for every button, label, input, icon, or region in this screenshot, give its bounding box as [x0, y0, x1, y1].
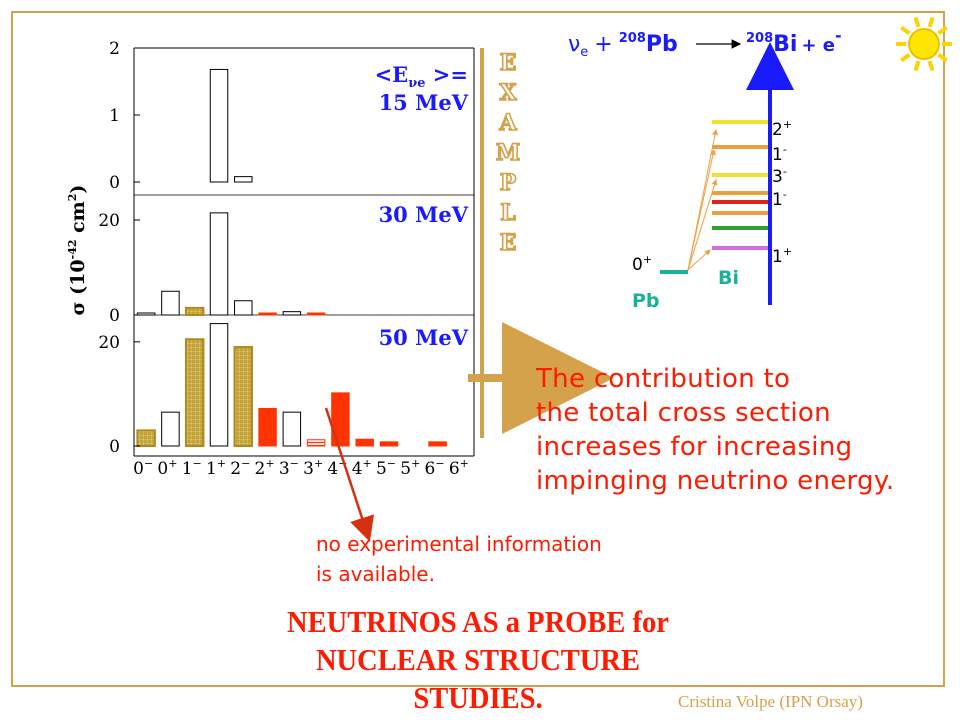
bar-p1-2- [234, 176, 253, 183]
bar-p3-4- [331, 392, 350, 447]
sun-ray [927, 60, 935, 72]
contribution-line-2: the total cross section [536, 398, 831, 428]
reaction-equation: νe +208Pb [568, 31, 678, 60]
x-tick-label-4+: 4+ [352, 457, 372, 479]
x-tick-label-5-: 5− [376, 457, 396, 479]
contribution-text: The contribution to the total cross sect… [536, 362, 956, 498]
y-tick-label-p3-1: 0 [109, 437, 120, 457]
sun-ray [913, 16, 921, 28]
example-letter: A [498, 110, 517, 136]
bi-state-label: 1- [772, 188, 787, 210]
x-tick-label-3-: 3− [279, 457, 299, 479]
slide-title: NEUTRINOS AS a PROBE for NUCLEAR STRUCTU… [248, 603, 708, 717]
bar-p3-5- [379, 441, 399, 447]
contribution-line-1: The contribution to [536, 364, 791, 394]
pb-label: Pb [632, 290, 660, 312]
y-tick-label-p3-0: 20 [98, 333, 120, 353]
level-scheme: 0+ Pb Bi 2+ 1-3-1- 1+ [632, 42, 794, 312]
sun-ray [937, 25, 948, 36]
sun-ray [900, 52, 911, 63]
bar-p1-1+ [209, 68, 229, 183]
y-tick-label-p1-0: 2 [109, 39, 120, 59]
sun-ray [900, 25, 911, 36]
slide-frame [11, 11, 945, 687]
y-axis-label: σ (10-42 cm2) [66, 185, 89, 316]
panel-2-label: 30 MeV [379, 202, 469, 227]
bar-p2-2- [234, 300, 253, 316]
bar-p3-0+ [161, 411, 180, 447]
x-tick-label-0+: 0+ [157, 457, 177, 479]
x-tick-label-1-: 1− [182, 457, 202, 479]
title-line-2: NUCLEAR STRUCTURE STUDIES. [315, 642, 641, 715]
sun-disc [908, 28, 940, 60]
title-line-1: NEUTRINOS AS a PROBE for [287, 604, 669, 639]
transition-arrow [687, 179, 718, 271]
x-tick-label-0-: 0− [133, 457, 153, 479]
example-letter: L [500, 200, 515, 226]
author-credit: Cristina Volpe (IPN Orsay) [678, 692, 863, 711]
reaction-products: 208Bi + e- [746, 26, 842, 57]
x-tick-label-4-: 4− [327, 457, 347, 479]
x-tick-label-6+: 6+ [449, 457, 469, 479]
pb-state-label: 0+ [632, 253, 652, 275]
x-tick-label-3+: 3+ [303, 457, 323, 479]
no-info-note: no experimental information is available… [316, 529, 676, 589]
bi-state-label: 2+ [772, 118, 792, 140]
bar-p2-3- [282, 311, 302, 316]
x-tick-label-5+: 5+ [400, 457, 420, 479]
bar-p2-3+ [306, 312, 326, 316]
contribution-line-4: impinging neutrino energy. [536, 466, 895, 496]
sun-ray [927, 16, 935, 28]
no-info-line-2: is available. [316, 562, 435, 586]
bi-state-label: 1+ [772, 245, 792, 267]
bar-p3-6- [428, 441, 447, 447]
x-tick-label-2+: 2+ [255, 457, 275, 479]
transition-arrow [687, 149, 716, 271]
bi-state-label: 1- [772, 143, 787, 165]
x-tick-label-1+: 1+ [206, 457, 226, 479]
panel-1-label-energy-prefix: <Eνe >= [375, 62, 468, 91]
bar-p2-0- [136, 312, 156, 316]
bar-p3-2+ [258, 408, 277, 447]
bar-p3-2- [233, 346, 254, 447]
example-letter: E [500, 230, 517, 256]
example-letter: X [499, 80, 517, 106]
y-tick-label-p1-2: 0 [109, 173, 120, 193]
no-info-arrow [324, 407, 374, 542]
bar-p3-4+ [355, 438, 374, 447]
sun-icon [896, 16, 952, 72]
bar-p3-1- [184, 338, 205, 447]
bar-p3-0- [136, 429, 156, 447]
y-tick-label-p2-0: 20 [98, 211, 120, 231]
transition-arrow [687, 249, 711, 271]
bar-p3-3- [282, 411, 302, 447]
bar-p3-3+ [306, 439, 326, 447]
no-info-line-1: no experimental information [316, 532, 602, 556]
bar-p2-0+ [161, 290, 180, 316]
panel-1-label: 15 MeV [379, 90, 469, 115]
contribution-line-3: increases for increasing [536, 432, 853, 462]
example-letter: M [496, 140, 520, 166]
bar-p2-2+ [258, 312, 277, 316]
bar-p2-1- [184, 306, 205, 316]
bar-p3-1+ [209, 323, 229, 447]
x-tick-label-6-: 6− [425, 457, 445, 479]
panel-3-label: 50 MeV [379, 325, 469, 350]
bi-label: Bi [718, 267, 739, 289]
example-letter: P [500, 170, 517, 196]
x-tick-label-2-: 2− [230, 457, 250, 479]
y-tick-label-p1-1: 1 [109, 106, 120, 126]
y-tick-label-p2-1: 0 [109, 306, 120, 326]
bi-state-label: 3- [772, 165, 787, 187]
sun-ray [913, 60, 921, 72]
sun-ray [937, 52, 948, 63]
example-letter: E [500, 50, 517, 76]
bar-p2-1+ [209, 212, 229, 316]
